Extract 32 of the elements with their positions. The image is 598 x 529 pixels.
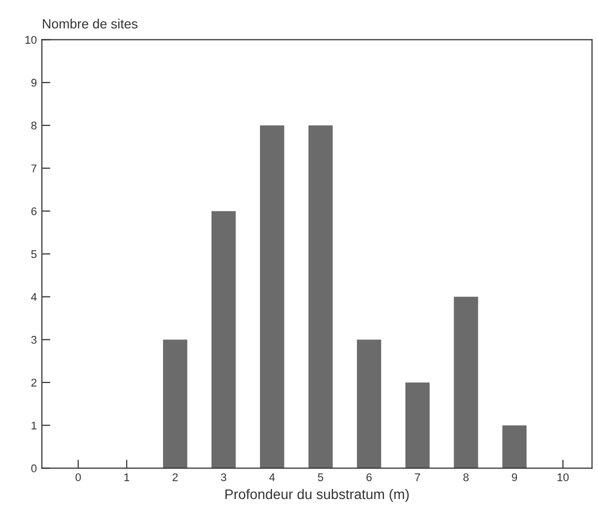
x-tick-label: 1	[124, 473, 130, 482]
y-tick-label: 2	[31, 378, 36, 386]
y-tick-label: 7	[31, 164, 36, 172]
bar	[454, 296, 478, 468]
y-tick-label: 5	[31, 250, 37, 258]
x-tick-label: 9	[512, 473, 518, 482]
bar	[260, 125, 284, 468]
x-tick-label: 4	[269, 473, 275, 482]
x-tick-label: 2	[172, 473, 178, 482]
y-tick-label: 4	[31, 293, 37, 301]
y-tick-label: 0	[31, 464, 37, 472]
y-tick-label: 9	[31, 78, 36, 87]
x-tick-label: 6	[366, 473, 372, 482]
y-tick-label: 6	[31, 207, 37, 216]
y-tick-label: 1	[32, 422, 36, 430]
x-tick-label: 10	[558, 473, 569, 482]
x-tick-label: 0	[76, 473, 81, 482]
bar	[163, 340, 188, 468]
bar	[212, 211, 236, 468]
bar	[405, 382, 430, 468]
bar	[308, 125, 333, 468]
x-axis-title: Profondeur du substratum (m)	[225, 488, 409, 502]
y-tick-label: 8	[31, 122, 37, 130]
x-tick-label: 5	[318, 473, 324, 482]
x-tick-label: 7	[415, 473, 420, 482]
y-tick-label: 3	[31, 336, 37, 344]
x-tick-label: 8	[463, 473, 469, 482]
x-tick-label: 3	[220, 473, 226, 482]
y-tick-label: 10	[25, 36, 37, 44]
y-axis-title: Nombre de sites	[42, 18, 138, 28]
bar	[356, 340, 382, 468]
bar	[502, 425, 527, 468]
